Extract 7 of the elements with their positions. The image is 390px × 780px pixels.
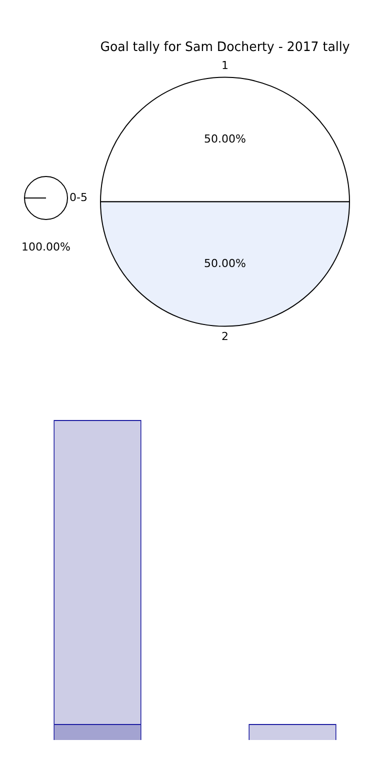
data-label: 50.00%: [204, 132, 246, 146]
chart-title: Goal tally for Sam Docherty - 2017 tally: [100, 40, 350, 56]
data-label: 50.00%: [204, 256, 246, 270]
slice-label: 1: [222, 59, 228, 72]
slice-label: 2: [222, 330, 228, 344]
slice-label: 0-5: [70, 190, 88, 204]
data-label: 100.00%: [22, 240, 70, 254]
